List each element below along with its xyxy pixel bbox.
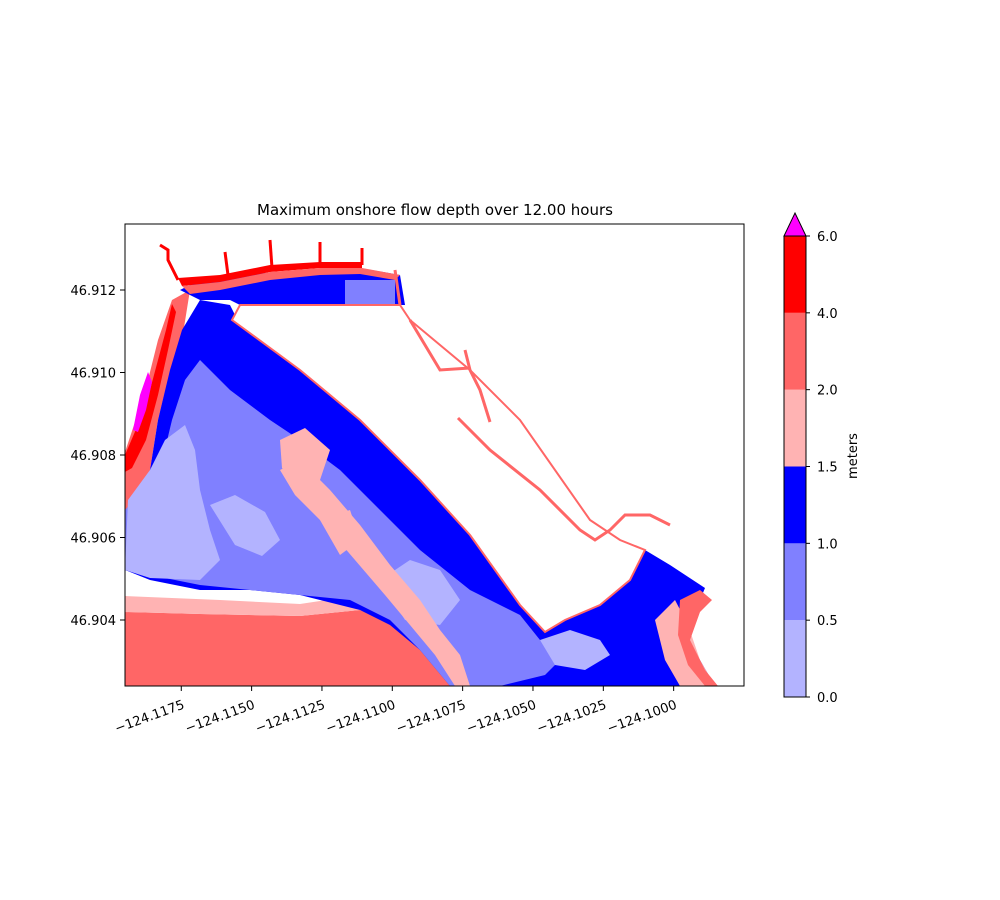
colorbar-tick-label: 4.0	[817, 307, 838, 322]
flow-depth-north-coast-pink	[182, 268, 400, 294]
y-axis: 46.904 46.906 46.908 46.910 46.912	[71, 284, 125, 629]
x-tick-label: −124.1025	[535, 698, 609, 737]
colorbar-tick-label: 6.0	[817, 230, 838, 245]
flow-depth-west-coast	[125, 290, 190, 545]
colorbar-tick-label: 2.0	[817, 384, 838, 399]
x-tick-label: −124.1175	[113, 698, 187, 737]
colorbar-tick-label: 0.5	[817, 614, 838, 629]
y-tick-label: 46.906	[71, 532, 117, 547]
colorbar-label: meters	[846, 433, 861, 479]
x-tick-label: −124.1075	[394, 698, 468, 737]
flow-depth-north-coast-red	[178, 262, 362, 286]
flow-depth-north-light	[345, 280, 395, 305]
colorbar-bins	[784, 236, 806, 697]
y-tick-label: 46.908	[71, 449, 117, 464]
flow-depth-pink-patch-1	[280, 428, 330, 488]
breakwater-spur	[463, 349, 492, 423]
colorbar-bin	[784, 236, 806, 313]
flow-depth-south-strip-pink	[125, 596, 360, 616]
x-tick-label: −124.1125	[254, 698, 328, 737]
flow-depth-red-east	[678, 590, 718, 686]
colorbar-bin	[784, 620, 806, 697]
y-tick-label: 46.904	[71, 614, 117, 629]
chart-title: Maximum onshore flow depth over 12.00 ho…	[257, 201, 613, 219]
y-tick-label: 46.910	[71, 367, 117, 382]
flow-depth-levee-pink	[280, 460, 470, 686]
x-tick-label: −124.1100	[324, 698, 398, 737]
colorbar-tick-label: 0.0	[817, 691, 838, 706]
x-tick-label: −124.1000	[605, 698, 679, 737]
breakwater-line	[393, 269, 671, 542]
colorbar-tick-label: 1.5	[817, 461, 838, 476]
colorbar-extend-arrow	[783, 211, 807, 237]
x-tick-label: −124.1150	[183, 698, 257, 737]
flow-depth-pink-patch-2	[320, 510, 360, 555]
x-tick-label: −124.1050	[465, 698, 539, 737]
flow-depth-lowland-light-4	[540, 630, 610, 670]
jetty-red-3	[268, 239, 274, 269]
colorbar-bin	[784, 543, 806, 621]
jetty-red-1	[159, 243, 180, 281]
flow-depth-west-coast-over	[133, 372, 152, 432]
map-area	[125, 224, 744, 686]
y-tick-label: 46.912	[71, 284, 117, 299]
colorbar-bin	[784, 312, 806, 390]
colorbar-bin	[784, 389, 806, 467]
colorbar: 0.0 0.5 1.0 1.5 2.0 4.0 6.0 meters	[783, 211, 861, 706]
colorbar-tick-label: 1.0	[817, 537, 838, 552]
flow-depth-lowland-light-2	[210, 495, 280, 556]
jetty-red-2	[223, 251, 230, 276]
flow-depth-south-strip	[125, 610, 470, 686]
colorbar-ticks: 0.0 0.5 1.0 1.5 2.0 4.0 6.0	[806, 230, 838, 706]
x-axis: −124.1175−124.1150−124.1125−124.1100−124…	[113, 686, 679, 737]
colorbar-bin	[784, 466, 806, 544]
flow-depth-lowland-light	[125, 425, 220, 580]
